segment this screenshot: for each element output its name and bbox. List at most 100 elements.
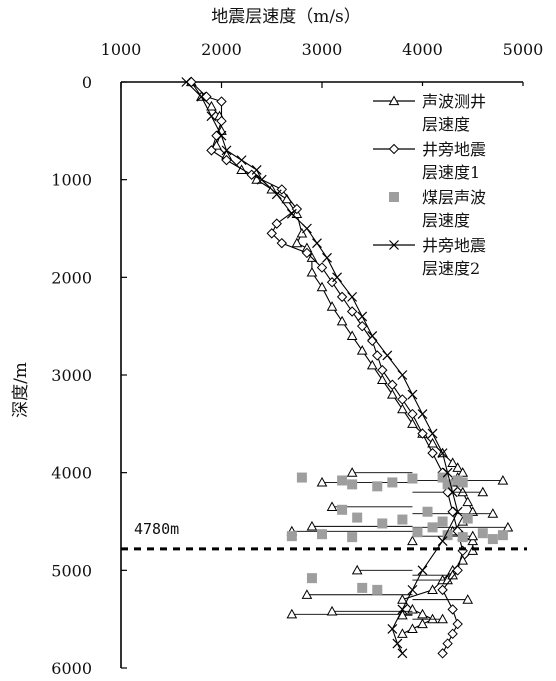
series-1-point bbox=[346, 467, 358, 477]
legend-label: 井旁地震层速度2 bbox=[422, 236, 486, 278]
legend-label-line-2: 层速度 bbox=[422, 115, 470, 134]
series-2-point bbox=[387, 379, 398, 390]
series-4-point bbox=[332, 272, 342, 283]
y-tick-label: 2000 bbox=[51, 268, 92, 287]
series-4-point bbox=[397, 648, 408, 659]
series-1-point bbox=[376, 374, 388, 384]
y-tick-label: 4000 bbox=[51, 464, 92, 483]
series-1-point bbox=[477, 486, 489, 497]
series-3-point bbox=[437, 472, 448, 483]
series-1-point bbox=[211, 139, 222, 150]
series-4-point bbox=[302, 223, 312, 234]
series-1-point bbox=[452, 462, 464, 472]
series-1-point bbox=[351, 564, 363, 575]
series-4-point bbox=[442, 467, 453, 478]
series-3-point bbox=[487, 534, 498, 545]
series-2-point bbox=[316, 262, 328, 273]
series-2-point bbox=[372, 350, 383, 361]
legend-marker bbox=[389, 192, 399, 202]
series-1-point bbox=[326, 501, 338, 511]
series-3-point bbox=[296, 472, 307, 483]
legend-label: 煤层声波层速度 bbox=[422, 188, 486, 230]
series-2-point bbox=[427, 447, 438, 459]
series-4-point bbox=[206, 111, 217, 122]
series-1-point bbox=[497, 474, 509, 485]
series-3-point bbox=[317, 529, 327, 540]
series-4-point bbox=[347, 291, 358, 302]
series-2-point bbox=[336, 291, 348, 303]
series-1-point bbox=[467, 535, 479, 546]
legend-background bbox=[345, 86, 535, 286]
x-tick-label: 1000 bbox=[101, 40, 142, 59]
series-2-point bbox=[452, 618, 463, 630]
series-3 bbox=[286, 472, 508, 595]
series-4-point bbox=[367, 331, 378, 341]
series-3-point bbox=[347, 532, 358, 543]
series-3-point bbox=[377, 518, 388, 529]
legend-marker bbox=[388, 95, 400, 106]
legend-label-line-1: 声波测井 bbox=[422, 92, 486, 111]
series-1-point bbox=[417, 608, 428, 619]
series-2-point bbox=[216, 96, 227, 107]
series-4-point bbox=[357, 311, 368, 322]
y-tick-label: 1000 bbox=[51, 171, 92, 190]
legend-label-line-2: 层速度 bbox=[422, 211, 470, 230]
y-axis-title: 深度/m bbox=[11, 362, 31, 418]
series-3-point bbox=[352, 512, 363, 523]
series-1-point bbox=[326, 605, 338, 616]
depth-annotation-label: 4780m bbox=[134, 520, 179, 538]
series-3-point bbox=[407, 473, 418, 484]
series-3-point bbox=[462, 513, 473, 524]
series-2-point bbox=[417, 428, 428, 439]
series-1-point bbox=[487, 508, 499, 518]
series-3-point bbox=[337, 504, 348, 515]
legend-label: 井旁地震层速度1 bbox=[422, 140, 486, 182]
series-4-point bbox=[236, 155, 247, 166]
series-1-point bbox=[296, 227, 308, 238]
y-tick-label: 3000 bbox=[51, 366, 92, 385]
series-1-point bbox=[336, 315, 348, 326]
series-2-point bbox=[407, 408, 418, 420]
series-1-point bbox=[346, 330, 358, 341]
series-1-point bbox=[301, 589, 313, 599]
y-tick-label: 6000 bbox=[51, 659, 92, 678]
legend-entry-3: 煤层声波层速度 bbox=[389, 188, 486, 230]
series-3-point bbox=[427, 522, 438, 533]
series-3-point bbox=[372, 481, 383, 492]
series-1-point bbox=[462, 594, 474, 604]
legend-label: 声波测井层速度 bbox=[422, 92, 486, 134]
series-1-point bbox=[316, 476, 328, 487]
series-4-point bbox=[447, 487, 458, 498]
series-3-point bbox=[412, 527, 423, 538]
text-layer: 地震层速度（m/s） 深度/m 4780m bbox=[11, 7, 361, 538]
series-3-point bbox=[357, 582, 368, 593]
legend-entry-1: 声波测井层速度 bbox=[373, 92, 486, 134]
legend-label-line-2: 层速度2 bbox=[422, 259, 480, 278]
series-1-point bbox=[502, 521, 514, 532]
series-2-point bbox=[221, 154, 232, 166]
series-2-point bbox=[452, 565, 463, 576]
legend-marker bbox=[389, 240, 399, 250]
series-3-point bbox=[397, 514, 408, 525]
series-2-point bbox=[442, 638, 453, 649]
series-4-point bbox=[392, 638, 403, 649]
series-2-point bbox=[377, 364, 388, 376]
series-1-point bbox=[437, 613, 448, 624]
legend-label-line-1: 井旁地震 bbox=[422, 140, 486, 159]
x-tick-label: 2000 bbox=[201, 40, 242, 59]
series-3-point bbox=[457, 477, 468, 488]
series-3-point bbox=[306, 573, 317, 584]
series-1-point bbox=[316, 281, 328, 292]
series-3-point bbox=[497, 530, 508, 541]
series-1-point bbox=[467, 530, 479, 541]
series-1-point bbox=[306, 266, 318, 277]
series-4-point bbox=[397, 604, 408, 615]
series-4-point bbox=[417, 409, 428, 419]
legend-label-line-1: 煤层声波 bbox=[422, 188, 486, 207]
series-4-point bbox=[256, 174, 267, 185]
series-4-point bbox=[181, 77, 192, 87]
series-4-point bbox=[251, 164, 262, 175]
series-1-point bbox=[291, 237, 303, 248]
series-1-point bbox=[407, 418, 418, 428]
